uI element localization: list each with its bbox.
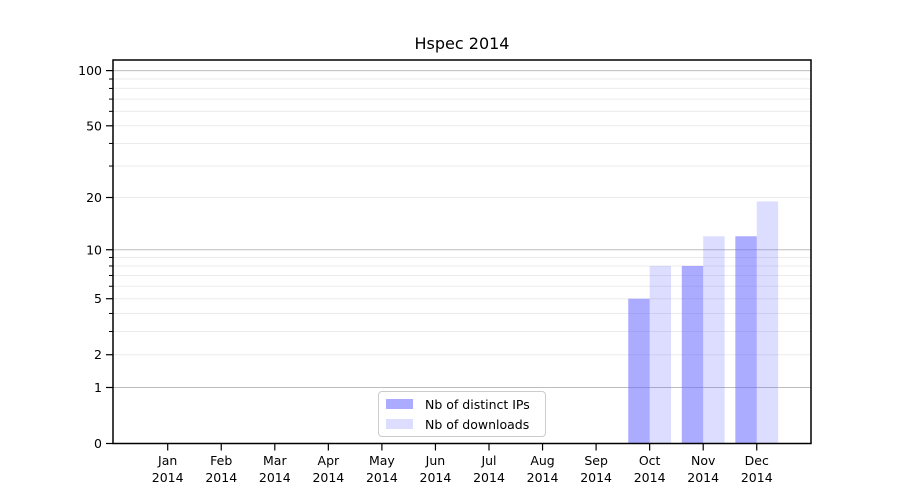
- y-tick-label-50: 50: [86, 118, 102, 133]
- y-tick-label-5: 5: [94, 291, 102, 306]
- legend-swatch-downloads: [386, 419, 413, 429]
- bar-nb-of-distinct-ips-oct-2014: [628, 298, 650, 444]
- x-tick-label-may-2014: May 2014: [366, 453, 398, 485]
- plot-border: [112, 59, 812, 445]
- legend-item-downloads: Nb of downloads: [386, 417, 537, 432]
- x-tick-label-jun-2014: Jun 2014: [420, 453, 452, 485]
- x-tick-label-apr-2014: Apr 2014: [312, 453, 344, 485]
- x-tick-label-jan-2014: Jan 2014: [152, 453, 184, 485]
- y-tick-label-1: 1: [94, 380, 102, 395]
- x-tick-label-feb-2014: Feb 2014: [205, 453, 237, 485]
- y-tick-label-100: 100: [78, 63, 102, 78]
- legend-label-downloads: Nb of downloads: [425, 416, 530, 432]
- x-tick-label-dec-2014: Dec 2014: [741, 453, 773, 485]
- x-tick-label-nov-2014: Nov 2014: [687, 453, 719, 485]
- x-tick-label-mar-2014: Mar 2014: [259, 453, 291, 485]
- bar-nb-of-downloads-oct-2014: [649, 265, 672, 444]
- y-tick-label-20: 20: [86, 190, 102, 205]
- bar-nb-of-distinct-ips-nov-2014: [681, 265, 704, 444]
- y-tick-label-10: 10: [86, 242, 102, 257]
- bar-nb-of-distinct-ips-dec-2014: [735, 236, 757, 444]
- x-tick-label-oct-2014: Oct 2014: [634, 453, 666, 485]
- legend-swatch-distinct-ips: [386, 399, 413, 409]
- legend-item-distinct-ips: Nb of distinct IPs: [386, 397, 537, 412]
- bar-nb-of-downloads-nov-2014: [703, 236, 725, 444]
- x-tick-label-aug-2014: Aug 2014: [527, 453, 559, 485]
- y-tick-label-2: 2: [94, 347, 102, 362]
- bar-nb-of-downloads-dec-2014: [756, 201, 779, 444]
- legend: Nb of distinct IPs Nb of downloads: [378, 391, 546, 437]
- x-tick-label-sep-2014: Sep 2014: [580, 453, 612, 485]
- x-tick-label-jul-2014: Jul 2014: [473, 453, 505, 485]
- legend-label-distinct-ips: Nb of distinct IPs: [425, 396, 530, 412]
- y-tick-label-0: 0: [94, 436, 102, 451]
- chart-title: Hspec 2014: [414, 34, 510, 53]
